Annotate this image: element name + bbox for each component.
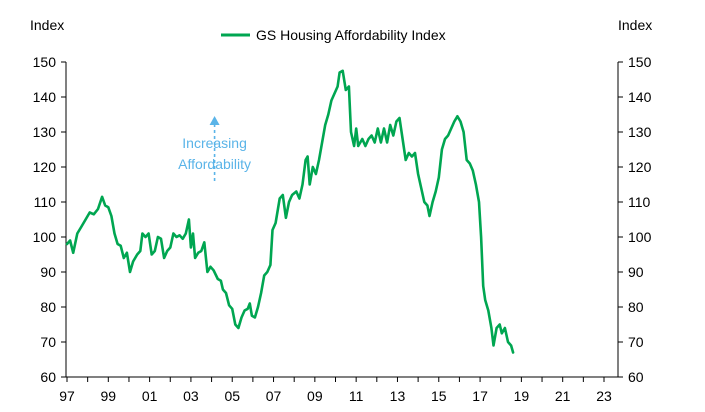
y-tick-label-right: 150 <box>628 54 652 70</box>
annotation-line-1: Increasing <box>182 135 247 151</box>
legend-label: GS Housing Affordability Index <box>256 27 446 43</box>
y-tick-label-left: 100 <box>33 229 57 245</box>
x-tick-label: 01 <box>142 388 158 404</box>
y-tick-label-right: 130 <box>628 124 652 140</box>
y-tick-label-left: 110 <box>34 194 57 210</box>
x-tick-label: 13 <box>390 388 406 404</box>
annotation: Increasing Affordability <box>178 116 251 181</box>
y-tick-label-right: 90 <box>628 264 644 280</box>
annotation-line-2: Affordability <box>178 156 251 172</box>
y-tick-label-left: 140 <box>33 89 57 105</box>
x-tick-label: 15 <box>431 388 447 404</box>
y-tick-label-left: 130 <box>33 124 57 140</box>
y-tick-label-left: 150 <box>33 54 57 70</box>
x-tick-label: 03 <box>183 388 199 404</box>
y-axis-title-left: Index <box>30 17 64 33</box>
x-tick-label: 05 <box>224 388 240 404</box>
y-tick-label-left: 90 <box>40 264 56 280</box>
series-line-0 <box>65 69 515 354</box>
y-tick-label-left: 120 <box>33 159 57 175</box>
x-tick-label: 99 <box>101 388 117 404</box>
y-tick-label-right: 70 <box>628 334 644 350</box>
y-tick-label-right: 110 <box>628 194 651 210</box>
y-tick-label-left: 60 <box>40 369 56 385</box>
x-tick-label: 17 <box>472 388 488 404</box>
x-tick-label: 09 <box>307 388 323 404</box>
y-tick-label-right: 140 <box>628 89 652 105</box>
x-tick-label: 11 <box>349 388 364 404</box>
x-tick-label: 97 <box>59 388 75 404</box>
y-tick-label-left: 80 <box>40 299 56 315</box>
y-tick-label-right: 80 <box>628 299 644 315</box>
up-arrow-icon <box>209 116 220 125</box>
x-tick-label: 19 <box>514 388 530 404</box>
y-tick-label-right: 120 <box>628 159 652 175</box>
x-tick-label: 23 <box>596 388 612 404</box>
y-axis-title-right: Index <box>618 17 652 33</box>
legend: GS Housing Affordability Index <box>221 27 446 43</box>
y-tick-label-right: 100 <box>628 229 652 245</box>
y-tick-label-left: 70 <box>40 334 56 350</box>
y-tick-label-right: 60 <box>628 369 644 385</box>
x-tick-label: 21 <box>555 388 571 404</box>
x-tick-label: 07 <box>266 388 282 404</box>
